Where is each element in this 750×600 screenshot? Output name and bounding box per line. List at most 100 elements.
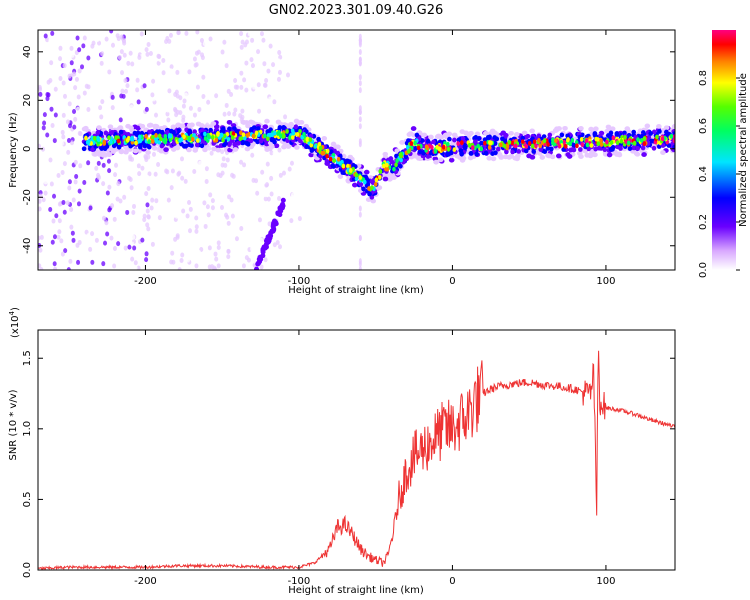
heatmap-cell (367, 186, 371, 191)
heatmap-cell (294, 61, 299, 67)
heatmap-cell (49, 181, 54, 187)
heatmap-cell (267, 169, 272, 175)
heatmap-cell (594, 136, 598, 142)
heatmap-cell (71, 197, 76, 203)
heatmap-cell (43, 33, 48, 39)
heatmap-cell (251, 133, 256, 139)
heatmap-cell (143, 60, 148, 66)
heatmap-cell (425, 154, 431, 159)
heatmap-cell (578, 126, 584, 131)
heatmap-cell (92, 135, 97, 141)
heatmap-cell (324, 52, 329, 58)
heatmap-cell (225, 214, 230, 220)
heatmap-cell (92, 152, 98, 157)
heatmap-cell (116, 138, 121, 144)
heatmap-cell (258, 256, 264, 262)
heatmap-cell (190, 136, 195, 142)
heatmap-cell (38, 235, 41, 241)
heatmap-cell (648, 131, 653, 136)
heatmap-cell (130, 241, 135, 247)
heatmap-cell (145, 202, 150, 208)
heatmap-cell (151, 134, 155, 140)
heatmap-cell (180, 175, 185, 181)
heatmap-cell (516, 149, 522, 154)
heatmap-cell (38, 198, 42, 204)
heatmap-cell (283, 114, 288, 120)
heatmap-cell (302, 162, 307, 168)
heatmap-cell (391, 175, 397, 180)
heatmap-cell (240, 108, 245, 114)
heatmap-cell (305, 162, 310, 168)
heatmap-cell (529, 128, 535, 134)
snr-series-line (38, 350, 675, 570)
heatmap-cell (152, 124, 159, 130)
heatmap-cell (71, 237, 76, 243)
heatmap-cell (259, 31, 264, 37)
heatmap-cell (192, 112, 197, 118)
heatmap-cell (69, 60, 74, 66)
heatmap-cell (295, 131, 300, 137)
heatmap-cell (525, 133, 531, 139)
heatmap-cell (200, 138, 206, 144)
heatmap-cell (300, 89, 305, 95)
heatmap-cell (136, 65, 141, 71)
snr-multiplier-exp: 4 (8, 310, 16, 315)
heatmap-cell (112, 216, 117, 222)
heatmap-cell (406, 138, 411, 144)
heatmap-cell (421, 132, 428, 138)
heatmap-cell (403, 154, 409, 160)
heatmap-cell (303, 36, 308, 42)
heatmap-cell (221, 137, 225, 143)
heatmap-cell (109, 235, 114, 241)
heatmap-cell (241, 132, 246, 138)
heatmap-cell (277, 50, 282, 56)
heatmap-cell (127, 37, 132, 43)
heatmap-cell (311, 164, 316, 170)
heatmap-cell (524, 144, 529, 149)
heatmap-cell (354, 172, 359, 178)
heatmap-cell (327, 84, 332, 90)
heatmap-cell (345, 163, 350, 169)
heatmap-cell (116, 241, 121, 247)
heatmap-cell (305, 137, 310, 143)
heatmap-cell (257, 108, 262, 114)
heatmap-cell (551, 137, 555, 143)
heatmap-cell (288, 135, 292, 141)
heatmap-cell (49, 106, 54, 112)
heatmap-cell (107, 184, 112, 190)
heatmap-cell (61, 112, 66, 118)
heatmap-cell (129, 185, 134, 191)
heatmap-cell (53, 112, 58, 118)
heatmap-cell (337, 174, 344, 179)
heatmap-cell (256, 150, 261, 156)
heatmap-cell (165, 111, 170, 117)
heatmap-cell (407, 149, 411, 154)
heatmap-cell (657, 129, 662, 134)
heatmap-cell (239, 159, 244, 165)
heatmap-cell (635, 145, 640, 151)
heatmap-cell (48, 37, 53, 43)
heatmap-cell (252, 84, 257, 90)
heatmap-cell (239, 31, 244, 37)
heatmap-cell (272, 80, 277, 86)
heatmap-cell (179, 156, 184, 162)
heatmap-cell (270, 102, 275, 108)
heatmap-cell (132, 203, 137, 209)
heatmap-cell (278, 54, 283, 60)
heatmap-cell (107, 135, 111, 141)
heatmap-cell (272, 139, 277, 145)
heatmap-cell (54, 213, 59, 219)
x-tick-label: -100 (288, 276, 311, 287)
x-tick-label: 100 (596, 276, 615, 287)
heatmap-cell (102, 204, 107, 210)
heatmap-cell (606, 152, 613, 158)
heatmap-cell (281, 124, 286, 130)
heatmap-cell (117, 204, 122, 210)
heatmap-cell (539, 155, 546, 160)
heatmap-cell (278, 133, 283, 139)
heatmap-cell (651, 129, 657, 135)
heatmap-cell (145, 175, 150, 181)
heatmap-cell (194, 224, 199, 230)
heatmap-cell (81, 43, 86, 49)
